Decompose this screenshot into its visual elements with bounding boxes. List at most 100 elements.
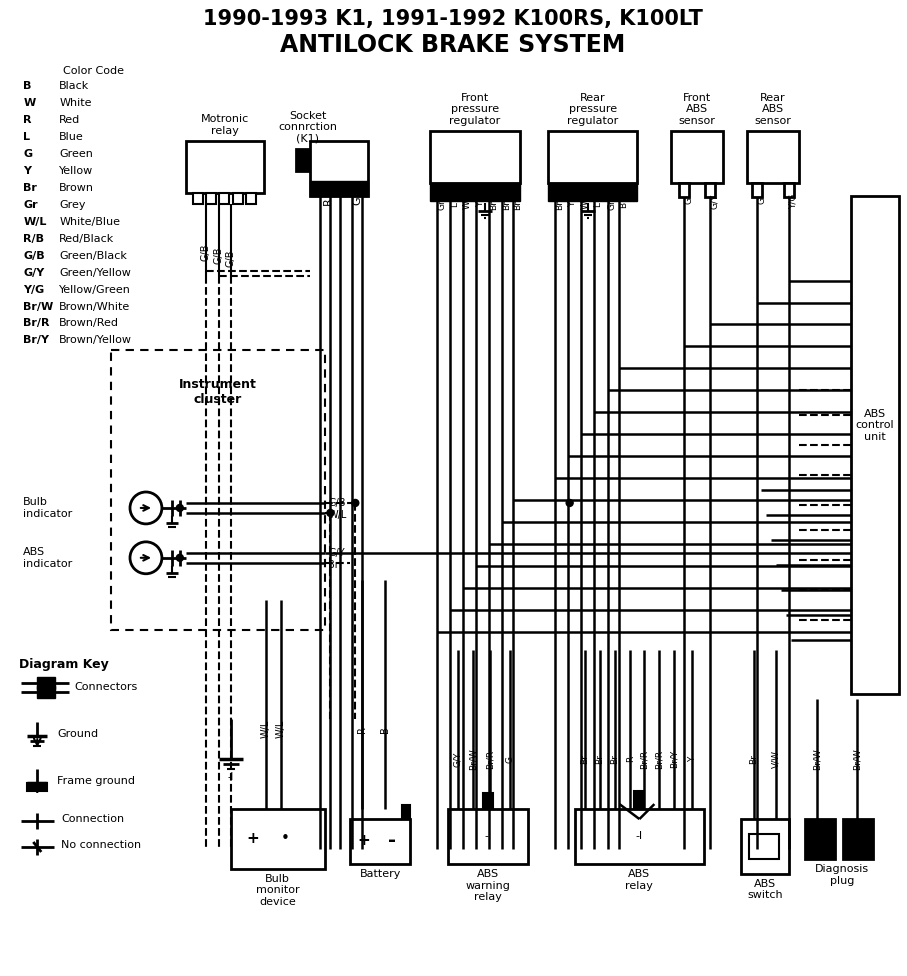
Text: Grey: Grey <box>59 200 85 210</box>
Text: •: • <box>281 832 290 846</box>
Text: W: W <box>463 200 472 209</box>
Bar <box>741 819 789 874</box>
Bar <box>310 141 368 196</box>
Text: Brown/Red: Brown/Red <box>59 318 119 329</box>
Text: ABS
switch: ABS switch <box>747 878 783 901</box>
Text: Red/Black: Red/Black <box>59 233 114 244</box>
Text: G/Y: G/Y <box>710 193 719 209</box>
Circle shape <box>327 509 334 516</box>
Bar <box>671 131 723 183</box>
Bar <box>37 677 55 689</box>
Bar <box>430 131 520 183</box>
Text: Br: Br <box>580 754 590 764</box>
Bar <box>27 783 47 792</box>
Text: G: G <box>505 755 514 762</box>
Text: +: + <box>356 834 370 848</box>
Bar <box>851 196 899 694</box>
Text: W/L: W/L <box>328 509 346 520</box>
Text: Ground: Ground <box>57 729 98 739</box>
Text: Socket
connrction
(K1): Socket connrction (K1) <box>278 111 336 144</box>
Text: Motronic
relay: Motronic relay <box>200 114 249 136</box>
Bar <box>193 193 203 204</box>
Text: G/B: G/B <box>226 250 236 267</box>
Text: -l: -l <box>484 831 492 841</box>
Text: R: R <box>24 115 32 125</box>
Text: Br/W: Br/W <box>813 749 822 770</box>
Text: Br/W: Br/W <box>24 302 54 311</box>
Bar <box>233 193 243 204</box>
Bar <box>752 183 762 197</box>
Text: R: R <box>322 197 332 205</box>
Text: Bulb
indicator: Bulb indicator <box>24 497 73 518</box>
Bar <box>706 183 716 197</box>
Bar <box>37 686 55 699</box>
Text: R: R <box>626 756 635 762</box>
Bar <box>230 809 326 869</box>
Text: Brown/White: Brown/White <box>59 302 131 311</box>
Bar <box>219 193 229 204</box>
Text: B: B <box>619 202 629 208</box>
Text: G: G <box>757 197 766 204</box>
Text: Br/R: Br/R <box>24 318 50 329</box>
Text: Br: Br <box>595 754 604 764</box>
Bar <box>749 834 779 859</box>
Text: Gr: Gr <box>24 200 38 210</box>
Text: No connection: No connection <box>61 840 141 850</box>
Text: Frame ground: Frame ground <box>57 776 135 786</box>
Text: Br/Y: Br/Y <box>24 336 49 346</box>
Text: Gr: Gr <box>608 199 617 210</box>
Text: G/B: G/B <box>24 251 45 261</box>
Text: Br: Br <box>610 754 619 764</box>
Bar <box>350 819 410 864</box>
Text: B: B <box>380 726 390 733</box>
Text: Br: Br <box>502 200 511 210</box>
Text: G/Y: G/Y <box>454 752 463 767</box>
Text: Br: Br <box>512 200 522 210</box>
Text: G: G <box>352 196 362 205</box>
Bar <box>111 350 326 630</box>
Text: Y/G: Y/G <box>789 193 798 209</box>
Text: Diagnosis
plug: Diagnosis plug <box>814 864 869 885</box>
Text: Br/R: Br/R <box>655 750 664 769</box>
Text: Y: Y <box>24 166 32 176</box>
Text: G/Y: G/Y <box>328 548 345 558</box>
Bar <box>548 183 638 201</box>
Text: Red: Red <box>59 115 81 125</box>
Text: Rear
pressure
regulator: Rear pressure regulator <box>567 93 619 126</box>
Text: Rear
ABS
sensor: Rear ABS sensor <box>755 93 792 126</box>
Bar <box>206 193 216 204</box>
Bar <box>784 183 794 197</box>
Text: -l: -l <box>228 772 234 782</box>
Bar <box>186 141 264 193</box>
Text: L: L <box>24 132 30 142</box>
Text: White: White <box>59 99 92 108</box>
Text: Br/W: Br/W <box>468 749 477 770</box>
Bar <box>430 183 520 201</box>
Text: 1990-1993 K1, 1991-1992 K100RS, K100LT: 1990-1993 K1, 1991-1992 K100RS, K100LT <box>203 10 703 29</box>
Text: Black: Black <box>59 81 90 91</box>
Text: L: L <box>450 202 459 207</box>
Text: ABS
relay: ABS relay <box>626 869 653 890</box>
Text: W: W <box>580 200 590 209</box>
Bar <box>483 793 493 809</box>
Text: Y: Y <box>688 756 697 762</box>
Text: W: W <box>24 99 35 108</box>
Text: Connection: Connection <box>61 814 124 824</box>
Text: Gr: Gr <box>437 199 446 210</box>
Bar <box>448 809 528 864</box>
Text: Brown: Brown <box>59 183 94 193</box>
Text: V/W: V/W <box>772 751 781 768</box>
Text: Br: Br <box>328 560 339 570</box>
Circle shape <box>566 500 573 507</box>
Bar <box>843 819 873 859</box>
Text: ANTILOCK BRAKE SYSTEM: ANTILOCK BRAKE SYSTEM <box>280 33 626 58</box>
Text: Green/Black: Green/Black <box>59 251 127 261</box>
Text: G/B: G/B <box>328 498 346 508</box>
Bar <box>805 819 834 859</box>
Text: G: G <box>24 149 33 159</box>
Text: Bulb
monitor
device: Bulb monitor device <box>256 874 299 907</box>
Bar <box>402 805 410 819</box>
Text: W/L: W/L <box>24 217 46 226</box>
Circle shape <box>352 500 359 507</box>
Text: G: G <box>684 197 693 204</box>
